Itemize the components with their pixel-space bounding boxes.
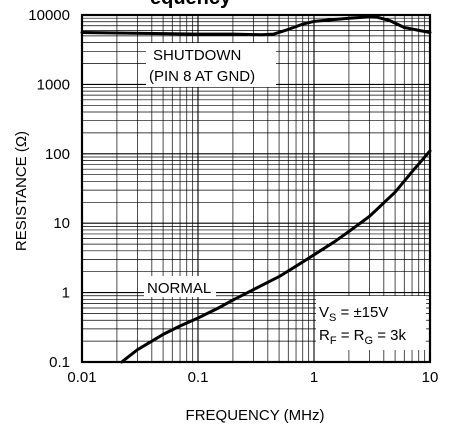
plot-frame xyxy=(80,13,432,364)
condition-r-value: = 3k xyxy=(373,327,406,344)
series-line-normal xyxy=(120,149,432,364)
condition-vs-symbol: V xyxy=(319,304,329,321)
condition-rg-subscript: G xyxy=(365,335,374,347)
condition-vs-subscript: S xyxy=(329,312,336,324)
series-line-shutdown xyxy=(80,15,432,37)
annotation-backgrounds xyxy=(144,43,426,350)
y-tick-label: 10000 xyxy=(28,7,70,24)
condition-rf-symbol: R xyxy=(319,327,330,344)
series-layer xyxy=(80,15,432,364)
y-tick-label: 1 xyxy=(62,285,70,302)
y-tick-label: 1000 xyxy=(37,76,70,93)
x-tick-label: 10 xyxy=(422,369,439,386)
x-tick-label: 0.01 xyxy=(67,369,96,386)
shutdown-label: SHUTDOWN xyxy=(153,47,241,64)
x-tick-label: 1 xyxy=(310,369,318,386)
normal-label-bg xyxy=(144,276,216,297)
condition-vs: VS = ±15V xyxy=(319,304,388,324)
y-tick-label: 100 xyxy=(45,146,70,163)
shutdown-pin-label: (PIN 8 AT GND) xyxy=(149,68,255,85)
condition-r: RF = RG = 3k xyxy=(319,327,407,347)
condition-vs-value: = ±15V xyxy=(336,304,388,321)
y-tick-label: 10 xyxy=(53,215,70,232)
normal-label: NORMAL xyxy=(147,280,211,297)
condition-rg-symbol: = R xyxy=(337,327,365,344)
chart-title-fragment: equency xyxy=(150,0,232,9)
y-tick-label: 0.1 xyxy=(49,354,70,371)
conditions-label-bg xyxy=(316,296,426,350)
x-axis-title: FREQUENCY (MHz) xyxy=(186,407,325,424)
x-tick-label: 0.1 xyxy=(188,369,209,386)
shutdown-label-bg xyxy=(146,43,276,87)
condition-rf-subscript: F xyxy=(330,335,337,347)
y-axis-title: RESISTANCE (Ω) xyxy=(13,131,30,251)
